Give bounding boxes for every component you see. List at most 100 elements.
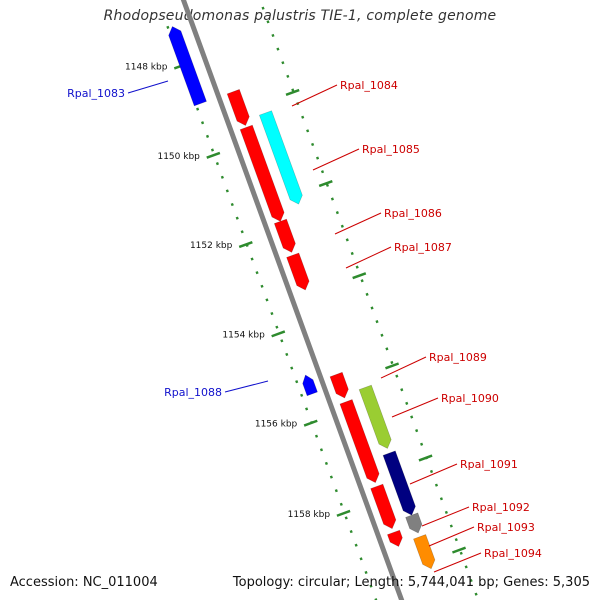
tick-dot (325, 183, 330, 187)
tick-dot (320, 170, 325, 174)
gene-label-rpal_1092: Rpal_1092 (472, 501, 530, 514)
tick-dot (349, 529, 353, 534)
gene-label-rpal_1083: Rpal_1083 (67, 87, 125, 100)
leader-line (224, 380, 269, 393)
tick-dot (329, 475, 333, 479)
major-tick (352, 272, 367, 280)
tick-dot (290, 366, 294, 370)
tick-dot (449, 524, 453, 528)
tick-dot (301, 115, 305, 119)
kbp-label: 1154 kbp (222, 330, 265, 340)
tick-dot (410, 415, 414, 419)
tick-dot (345, 238, 349, 242)
gene-arrow-rpal_1084 (226, 89, 250, 126)
tick-dot (285, 352, 289, 357)
kbp-tick (238, 241, 253, 249)
tick-dot (365, 292, 369, 296)
tick-dot (220, 175, 224, 179)
gene-label-rpal_1088: Rpal_1088 (164, 386, 222, 399)
tick-dot (334, 489, 338, 493)
tick-dot (260, 284, 264, 288)
tick-dot (375, 320, 379, 324)
gene-arrow-rpal_1092 (387, 529, 403, 547)
gene-arrow-rpal_1091 (382, 450, 416, 516)
tick-dot (339, 502, 343, 506)
tick-dot (311, 142, 315, 147)
gene-label-rpal_1087: Rpal_1087 (394, 241, 452, 254)
gene-arrow-rpal_1088 (302, 374, 318, 397)
gene-arrow-rpal_1093 (405, 512, 423, 534)
accession-text: Accession: NC_011004 (10, 575, 158, 590)
tick-dot (405, 401, 409, 405)
tick-dot (295, 380, 299, 384)
tick-dot (330, 197, 334, 201)
tick-dot (354, 543, 358, 547)
leader-line (312, 148, 360, 171)
gene-label-rpal_1091: Rpal_1091 (460, 458, 518, 471)
tick-dot (306, 129, 310, 133)
major-tick (452, 546, 467, 554)
tick-dot (370, 306, 374, 310)
leader-line (391, 397, 439, 418)
tick-dot (355, 265, 359, 269)
gene-arrow-rpal_1089 (339, 399, 380, 484)
gene-label-rpal_1084: Rpal_1084 (340, 79, 398, 92)
tick-dot (429, 469, 434, 474)
tick-dot (240, 230, 244, 234)
tick-dot (210, 148, 215, 152)
gene-arrow-rpal_1084 (239, 124, 285, 222)
leader-line (409, 463, 458, 485)
tick-dot (385, 347, 389, 351)
tick-dot (364, 570, 368, 575)
tick-dot (360, 279, 364, 283)
tick-dot (280, 339, 284, 343)
gene-arrow-rpal_1086 (273, 218, 296, 253)
gene-label-rpal_1093: Rpal_1093 (477, 521, 535, 534)
genome-backbone (180, 0, 405, 600)
leader-line (433, 552, 482, 573)
tick-dot (275, 325, 279, 329)
tick-dot (205, 134, 210, 138)
kbp-label: 1156 kbp (255, 420, 298, 430)
tick-dot (335, 211, 339, 215)
gene-label-rpal_1089: Rpal_1089 (429, 351, 487, 364)
leader-line (421, 506, 470, 527)
tick-dot (350, 251, 354, 256)
tick-dot (344, 516, 348, 520)
tick-dot (300, 393, 304, 397)
gene-arrow-rpal_1094 (413, 534, 436, 570)
kbp-label: 1158 kbp (288, 510, 331, 520)
tick-dot (225, 189, 229, 193)
tick-dot (439, 497, 443, 501)
leader-line (428, 526, 475, 547)
tick-dot (250, 257, 254, 261)
major-tick (318, 180, 333, 188)
gene-arrow-rpal_1090 (358, 384, 392, 449)
gene-label-rpal_1086: Rpal_1086 (384, 207, 442, 220)
tick-dot (390, 360, 394, 365)
tick-dot (459, 551, 463, 555)
tick-dot (261, 6, 265, 10)
gene-label-rpal_1085: Rpal_1085 (362, 143, 420, 156)
tick-dot (380, 333, 384, 337)
gene-label-rpal_1094: Rpal_1094 (484, 547, 542, 560)
tick-dot (200, 121, 205, 125)
tick-dot (196, 107, 200, 111)
tick-dot (235, 216, 239, 220)
tick-dot (474, 592, 478, 596)
left-tick-rail (166, 25, 378, 600)
tick-dot (291, 88, 295, 92)
tick-dot (305, 407, 309, 411)
tick-dot (454, 538, 458, 542)
gene-arrow-rpal_1089 (329, 371, 349, 399)
tick-dot (166, 25, 170, 29)
tick-dot (265, 298, 269, 302)
major-tick (385, 362, 400, 370)
gene-arrow-rpal_1083 (168, 26, 207, 107)
tick-dot (395, 374, 399, 378)
tick-dot (276, 47, 280, 51)
tick-dot (324, 461, 328, 466)
tick-dot (255, 271, 259, 275)
gene-arrow-rpal_1085 (258, 110, 303, 205)
